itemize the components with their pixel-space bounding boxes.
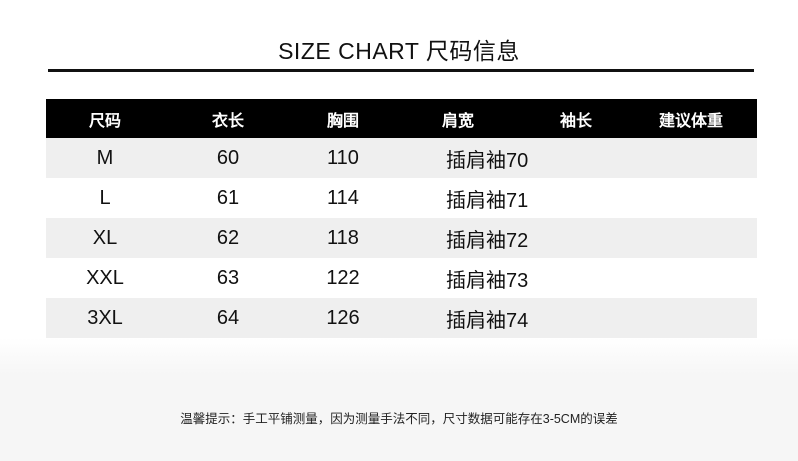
cell-shoulder: 插肩袖71 bbox=[446, 189, 529, 212]
cell-shoulder: 插肩袖70 bbox=[446, 149, 529, 172]
table-row: 3XL 64 126 插肩袖74 bbox=[46, 298, 757, 338]
cell-sleeve bbox=[546, 298, 606, 338]
cell-weight bbox=[646, 258, 736, 298]
cell-chest: 110 bbox=[327, 146, 359, 169]
size-chart-table: 尺码 衣长 胸围 肩宽 袖长 建议体重 M 60 110 插肩袖70 L 61 114 插肩袖… bbox=[46, 99, 757, 338]
cell-size: M bbox=[96, 146, 114, 169]
table-row: XL 62 118 插肩袖72 bbox=[46, 218, 757, 258]
cell-length: 61 bbox=[216, 186, 240, 209]
cell-chest: 114 bbox=[327, 186, 359, 209]
header-weight: 建议体重 bbox=[658, 112, 723, 130]
cell-size: XL bbox=[92, 226, 118, 249]
cell-shoulder: 插肩袖72 bbox=[446, 229, 529, 252]
cell-chest: 122 bbox=[326, 266, 360, 289]
cell-length: 63 bbox=[216, 266, 240, 289]
cell-length: 62 bbox=[216, 226, 240, 249]
background-band bbox=[0, 338, 798, 461]
header-chest: 胸围 bbox=[326, 112, 359, 130]
table-row: L 61 114 插肩袖71 bbox=[46, 178, 757, 218]
cell-sleeve bbox=[546, 258, 606, 298]
page-title: SIZE CHART 尺码信息 bbox=[278, 38, 520, 64]
cell-sleeve bbox=[546, 138, 606, 178]
cell-length: 60 bbox=[216, 146, 240, 169]
header-sleeve: 袖长 bbox=[559, 112, 592, 130]
cell-chest: 126 bbox=[326, 306, 360, 329]
table-row: XXL 63 122 插肩袖73 bbox=[46, 258, 757, 298]
cell-sleeve bbox=[546, 178, 606, 218]
cell-size: XXL bbox=[86, 266, 124, 289]
cell-shoulder: 插肩袖74 bbox=[446, 309, 529, 332]
cell-weight bbox=[646, 218, 736, 258]
cell-length: 64 bbox=[216, 306, 240, 329]
cell-size: 3XL bbox=[87, 306, 123, 329]
header-size: 尺码 bbox=[88, 112, 121, 130]
table-header-row: 尺码 衣长 胸围 肩宽 袖长 建议体重 bbox=[46, 99, 757, 138]
cell-chest: 118 bbox=[327, 226, 359, 249]
cell-shoulder: 插肩袖73 bbox=[446, 269, 529, 292]
cell-weight bbox=[646, 178, 736, 218]
cell-weight bbox=[646, 138, 736, 178]
table-row: M 60 110 插肩袖70 bbox=[46, 138, 757, 178]
title-divider bbox=[48, 69, 754, 72]
cell-size: L bbox=[99, 186, 111, 209]
cell-weight bbox=[646, 298, 736, 338]
measurement-note: 温馨提示：手工平铺测量，因为测量手法不同，尺寸数据可能存在3-5CM的误差 bbox=[180, 412, 618, 426]
header-shoulder: 肩宽 bbox=[441, 112, 474, 130]
cell-sleeve bbox=[546, 218, 606, 258]
header-length: 衣长 bbox=[211, 112, 244, 130]
